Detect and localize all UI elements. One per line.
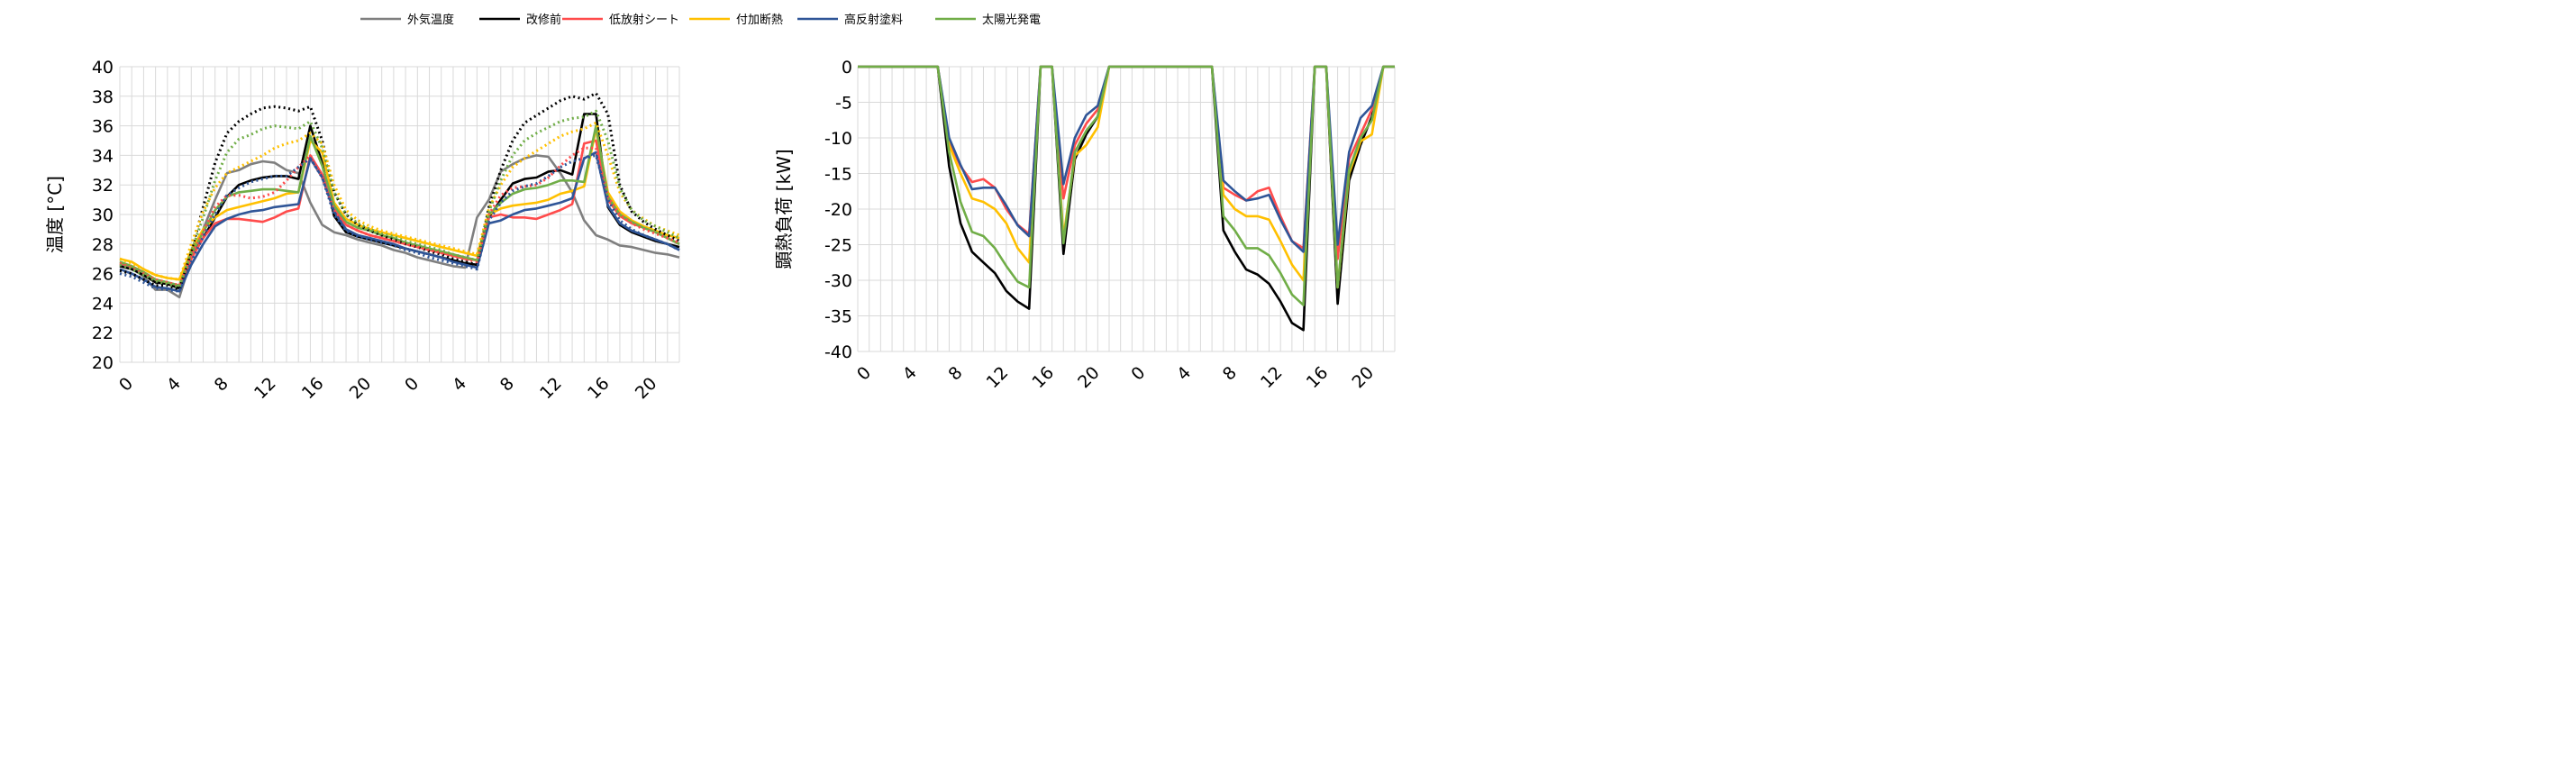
- y-tick-label: -5: [835, 94, 852, 114]
- x-tick-label: 20: [346, 374, 376, 404]
- x-tick-label: 12: [1257, 363, 1287, 393]
- x-tick-label: 8: [211, 374, 232, 396]
- x-tick-label: 16: [584, 374, 614, 404]
- series-line: [119, 121, 680, 281]
- y-tick-label: 22: [92, 324, 114, 343]
- legend-label: 外気温度: [407, 13, 454, 27]
- y-tick-label: 28: [92, 235, 114, 255]
- y-tick-label: -35: [824, 307, 852, 327]
- y-axis-label: 温度 [°C]: [44, 176, 66, 253]
- x-tick-label: 12: [983, 363, 1013, 393]
- x-tick-label: 20: [632, 374, 661, 404]
- x-tick-label: 0: [115, 374, 137, 396]
- x-tick-label: 0: [853, 363, 875, 385]
- y-tick-label: 24: [92, 294, 114, 314]
- sensible-heat-load-chart: -40 -35 -30 -25 -20 -15 -10 -5 0 0 4 8 12 16 20 0 4 8 12 16…: [773, 58, 1396, 393]
- y-tick-label: -10: [824, 129, 852, 149]
- y-tick-label: 20: [92, 353, 114, 373]
- x-tick-label: 12: [536, 374, 566, 404]
- x-tick-label: 0: [1127, 363, 1149, 385]
- y-tick-label: 26: [92, 265, 114, 285]
- x-tick-label: 8: [1219, 363, 1241, 385]
- legend-label: 改修前: [526, 13, 561, 27]
- y-tick-label: -30: [824, 271, 852, 291]
- figure: 外気温度 改修前 低放射シート 付加断熱 高反射塗料 太陽光発電 20 22 24 26 28 30…: [0, 0, 1405, 413]
- x-tick-label: 8: [944, 363, 966, 385]
- series-line: [119, 124, 680, 287]
- series-line: [858, 65, 1395, 332]
- x-tick-label: 16: [298, 374, 328, 404]
- legend-label: 太陽光発電: [982, 14, 1041, 27]
- y-tick-label: 30: [92, 205, 114, 225]
- y-tick-label: -25: [824, 236, 852, 256]
- series-line: [119, 146, 680, 287]
- x-tick-label: 12: [250, 374, 280, 404]
- series-line: [119, 150, 680, 293]
- y-tick-label: 0: [842, 58, 852, 78]
- legend-label: 高反射塗料: [844, 13, 903, 27]
- y-tick-label: 32: [92, 176, 114, 196]
- series-line: [119, 109, 680, 288]
- y-tick-label: 36: [92, 117, 114, 137]
- y-tick-label: 38: [92, 87, 114, 107]
- x-tick-label: 20: [1074, 363, 1104, 393]
- y-tick-label: -15: [824, 165, 852, 185]
- x-tick-label: 20: [1348, 363, 1378, 393]
- series-line: [119, 153, 680, 293]
- y-tick-label: -40: [824, 342, 852, 362]
- x-tick-label: 4: [163, 374, 185, 396]
- legend-label: 低放射シート: [609, 13, 679, 27]
- x-tick-label: 8: [496, 374, 518, 396]
- x-tick-label: 0: [401, 374, 423, 396]
- series-line: [858, 65, 1395, 306]
- legend: 外気温度 改修前 低放射シート 付加断熱 高反射塗料 太陽光発電: [360, 13, 1041, 27]
- y-tick-label: -20: [824, 200, 852, 220]
- x-tick-label: 4: [1173, 363, 1195, 385]
- y-tick-label: 34: [92, 146, 114, 166]
- x-tick-label: 16: [1303, 363, 1333, 393]
- chart-canvas: 外気温度 改修前 低放射シート 付加断熱 高反射塗料 太陽光発電 20 22 24 26 28 30…: [44, 13, 1396, 404]
- x-tick-label: 4: [899, 363, 921, 385]
- legend-label: 付加断熱: [736, 14, 783, 27]
- x-tick-label: 4: [449, 374, 470, 396]
- series-line: [119, 154, 680, 299]
- x-tick-label: 16: [1028, 363, 1058, 393]
- y-axis-label: 顕熱負荷 [kW]: [773, 149, 795, 269]
- y-tick-label: 40: [92, 58, 114, 78]
